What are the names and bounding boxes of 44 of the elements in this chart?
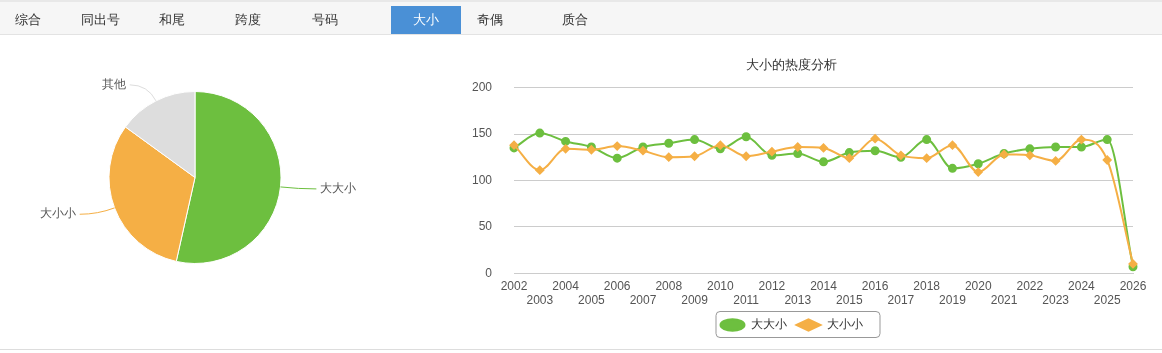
chart-title: 大小的热度分析 bbox=[746, 57, 837, 73]
x-tick-label: 2025 bbox=[1093, 293, 1121, 308]
x-tick-label: 2020 bbox=[964, 278, 992, 293]
x-tick-label: 2018 bbox=[913, 278, 941, 293]
x-tick-label: 2014 bbox=[810, 278, 838, 293]
x-tick-label: 2005 bbox=[578, 293, 606, 308]
x-tick-label: 2015 bbox=[835, 293, 863, 308]
x-tick-label: 2006 bbox=[603, 278, 631, 293]
y-tick-label: 100 bbox=[471, 172, 493, 187]
x-tick-label: 2019 bbox=[939, 293, 967, 308]
y-tick-label: 150 bbox=[471, 126, 493, 141]
slice-label: 大小小 bbox=[39, 206, 76, 221]
text: 跨度 bbox=[234, 11, 262, 29]
x-tick-label: 2011 bbox=[733, 293, 760, 308]
text: 质合 bbox=[561, 11, 589, 29]
slice-label: 其他 bbox=[101, 76, 126, 91]
x-tick-label: 2004 bbox=[552, 278, 580, 293]
x-tick-label: 2017 bbox=[887, 293, 915, 308]
text: 综合 bbox=[14, 11, 42, 29]
x-tick-label: 2016 bbox=[861, 278, 889, 293]
slice-label: 大大小 bbox=[320, 181, 357, 196]
x-tick-label: 2024 bbox=[1068, 278, 1096, 293]
y-tick-label: 50 bbox=[478, 219, 493, 234]
text: 和尾 bbox=[158, 11, 186, 29]
x-tick-label: 2010 bbox=[707, 278, 735, 293]
text: 同出号 bbox=[79, 11, 121, 29]
x-tick-label: 2002 bbox=[500, 278, 528, 293]
x-tick-label: 2009 bbox=[681, 293, 709, 308]
x-tick-label: 2021 bbox=[990, 293, 1018, 308]
text: 大小 bbox=[391, 6, 461, 34]
legend-label: 大小小 bbox=[826, 317, 863, 332]
x-tick-label: 2007 bbox=[629, 293, 657, 308]
text: 号码 bbox=[311, 11, 339, 29]
x-tick-label: 2013 bbox=[784, 293, 812, 308]
y-tick-label: 200 bbox=[471, 79, 493, 94]
text: 奇偶 bbox=[476, 11, 504, 29]
x-tick-label: 2022 bbox=[1016, 278, 1044, 293]
x-tick-label: 2026 bbox=[1119, 278, 1147, 293]
x-tick-label: 2008 bbox=[655, 278, 683, 293]
x-tick-label: 2023 bbox=[1042, 293, 1070, 308]
x-tick-label: 2012 bbox=[758, 278, 786, 293]
y-tick-label: 0 bbox=[485, 265, 493, 280]
x-tick-label: 2003 bbox=[526, 293, 554, 308]
legend-label: 大大小 bbox=[750, 317, 787, 332]
